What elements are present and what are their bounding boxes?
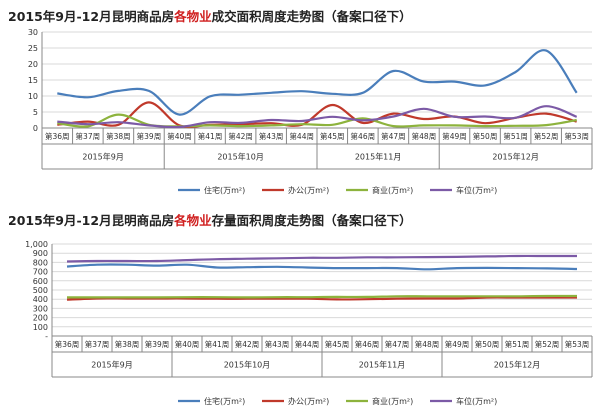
x-tick-label: 第47周 (381, 131, 406, 141)
month-label: 2015年9月 (82, 152, 123, 162)
y-tick-label: 25 (28, 44, 38, 53)
x-tick-label: 第38周 (106, 131, 131, 141)
y-tick-label: 20 (28, 60, 38, 69)
x-tick-label: 第44周 (295, 339, 320, 349)
y-tick-label: 0 (33, 124, 38, 133)
chart1-title: 2015年9月-12月昆明商品房各物业成交面积周度走势图（备案口径下） (8, 9, 412, 24)
chart1-plot: 0 5 10 15 20 25 30 第36周 第37周 第38周 第39周 第40周 第41周 第42周… (28, 28, 593, 195)
series-line-1 (57, 101, 577, 129)
x-tick-label: 第42周 (228, 131, 253, 141)
y-tick-label: 5 (33, 108, 38, 117)
x-tick-label: 第40周 (175, 339, 200, 349)
x-tick-label: 第51周 (505, 339, 530, 349)
y-tick-label: 900 (33, 249, 48, 258)
legend-label: 商业(万m²) (372, 396, 413, 406)
y-tick-label: 700 (33, 268, 48, 277)
x-tick-label: 第53周 (565, 339, 590, 349)
x-tick-label: 第48周 (412, 131, 437, 141)
x-tick-label: 第47周 (385, 339, 410, 349)
x-tick-label: 第39周 (137, 131, 162, 141)
x-tick-label: 第46周 (351, 131, 376, 141)
month-label: 2015年11月 (359, 360, 406, 370)
y-tick-label: 200 (33, 314, 48, 323)
month-label: 2015年12月 (492, 152, 539, 162)
x-tick-label: 第48周 (415, 339, 440, 349)
x-tick-label: 第52周 (535, 339, 560, 349)
x-tick-label: 第36周 (55, 339, 80, 349)
x-tick-label: 第45周 (320, 131, 345, 141)
legend-label: 住宅(万m²) (204, 396, 245, 406)
month-label: 2015年12月 (494, 360, 541, 370)
y-tick-label: 500 (33, 286, 48, 295)
month-label: 2015年10月 (224, 360, 271, 370)
month-label: 2015年10月 (217, 152, 264, 162)
x-tick-label: 第50周 (473, 131, 498, 141)
series-line-0 (66, 263, 578, 271)
x-tick-label: 第43周 (259, 131, 284, 141)
x-tick-label: 第39周 (145, 339, 170, 349)
legend-label: 车位(万m²) (456, 185, 497, 195)
y-tick-label: 15 (28, 76, 38, 85)
x-tick-label: 第50周 (475, 339, 500, 349)
x-tick-label: 第51周 (503, 131, 528, 141)
x-tick-label: 第46周 (355, 339, 380, 349)
chart1-sales-area: 0 5 10 15 20 25 30 第36周 第37周 第38周 第39周 第40周 第41周 第42周… (28, 28, 593, 195)
y-tick-label: - (45, 332, 48, 341)
x-tick-label: 第37周 (76, 131, 101, 141)
series-line-2 (67, 294, 578, 299)
y-tick-label: 400 (33, 295, 48, 304)
legend-label: 住宅(万m²) (204, 185, 245, 195)
x-tick-label: 第53周 (564, 131, 589, 141)
legend-label: 办公(万m²) (288, 185, 329, 195)
month-label: 2015年9月 (91, 360, 132, 370)
y-tick-label: 1,000 (25, 240, 48, 249)
series-line-0 (57, 49, 578, 116)
chart2-title: 2015年9月-12月昆明商品房各物业存量面积周度走势图（备案口径下） (8, 213, 412, 228)
y-tick-label: 800 (33, 258, 48, 267)
y-tick-label: 30 (28, 28, 38, 37)
series-line-3 (57, 105, 578, 129)
month-label: 2015年11月 (355, 152, 402, 162)
series-line-3 (66, 254, 577, 263)
y-tick-label: 100 (33, 323, 48, 332)
legend-label: 车位(万m²) (456, 396, 497, 406)
legend-label: 商业(万m²) (372, 185, 413, 195)
x-tick-label: 第43周 (265, 339, 290, 349)
x-tick-label: 第38周 (115, 339, 140, 349)
y-tick-label: 300 (33, 304, 48, 313)
x-tick-label: 第52周 (534, 131, 559, 141)
x-tick-label: 第37周 (85, 339, 110, 349)
x-tick-label: 第49周 (445, 339, 470, 349)
x-tick-label: 第41周 (198, 131, 223, 141)
x-tick-label: 第42周 (235, 339, 260, 349)
legend-label: 办公(万m²) (288, 396, 329, 406)
x-tick-label: 第44周 (289, 131, 314, 141)
x-tick-label: 第49周 (442, 131, 467, 141)
y-tick-label: 10 (28, 92, 38, 101)
x-tick-label: 第41周 (205, 339, 230, 349)
x-tick-label: 第36周 (45, 131, 70, 141)
x-tick-label: 第40周 (167, 131, 192, 141)
x-tick-label: 第45周 (325, 339, 350, 349)
y-tick-label: 600 (33, 277, 48, 286)
